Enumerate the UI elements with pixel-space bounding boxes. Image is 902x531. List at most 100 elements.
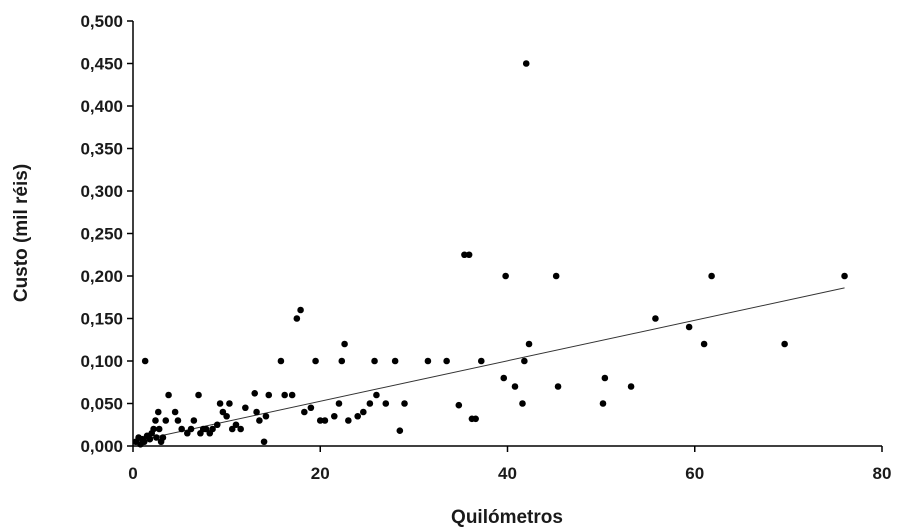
data-point: [190, 417, 198, 424]
data-point: [184, 429, 191, 437]
data-point: [321, 417, 329, 424]
data-point: [152, 417, 159, 424]
data-point: [265, 391, 273, 399]
data-point: [228, 425, 236, 433]
data-point: [226, 400, 233, 407]
data-point: [477, 357, 485, 365]
data-point: [335, 400, 343, 407]
data-point: [345, 417, 352, 424]
data-point: [465, 251, 473, 259]
data-point: [178, 425, 185, 433]
data-point: [301, 408, 308, 416]
y-tick-label: 0,500: [80, 12, 123, 31]
x-tick-label: 40: [498, 464, 517, 483]
data-point: [165, 391, 172, 399]
y-axis-title: Custo (mil réis): [11, 164, 32, 302]
x-tick-label: 80: [873, 464, 892, 483]
data-point: [256, 417, 263, 424]
data-point: [382, 400, 390, 407]
data-point: [841, 272, 848, 280]
y-tick-label: 0,400: [80, 97, 123, 116]
data-point: [237, 425, 244, 433]
data-point: [260, 438, 268, 446]
data-point: [150, 425, 157, 433]
data-point: [396, 427, 404, 435]
data-point: [500, 374, 508, 382]
y-tick-label: 0,450: [80, 55, 123, 74]
data-point: [401, 400, 408, 407]
data-point: [371, 357, 378, 365]
data-point: [154, 408, 162, 416]
data-point: [202, 425, 210, 433]
data-point: [366, 400, 374, 407]
y-tick-label: 0,050: [80, 395, 123, 414]
data-point: [708, 272, 715, 280]
data-point: [338, 357, 346, 365]
x-axis-ticks: 0 20 40 60 80: [128, 446, 891, 483]
data-point: [373, 391, 380, 399]
y-tick-label: 0,350: [80, 140, 123, 159]
data-point: [330, 412, 338, 420]
data-point: [521, 357, 528, 365]
data-point: [219, 408, 227, 416]
data-point: [360, 408, 367, 416]
data-point: [155, 425, 163, 433]
data-point: [216, 400, 224, 407]
y-tick-label: 0,200: [80, 267, 123, 286]
y-tick-label: 0,300: [80, 182, 123, 201]
data-point: [312, 357, 319, 365]
data-point: [307, 404, 315, 412]
y-tick-label: 0,100: [80, 352, 123, 371]
data-point: [262, 412, 270, 420]
y-tick-label: 0,150: [80, 310, 123, 329]
data-point: [599, 400, 607, 407]
data-point: [281, 391, 288, 399]
x-tick-label: 60: [685, 464, 704, 483]
data-point: [554, 383, 562, 390]
data-point: [174, 417, 182, 424]
data-point: [297, 306, 304, 314]
data-point: [140, 438, 148, 446]
x-axis-title: Quilómetros: [451, 507, 563, 528]
y-axis-ticks: 0,000 0,050 0,100 0,150 0,200 0,250 0,300 0,350…: [80, 12, 133, 456]
data-point: [472, 415, 479, 423]
data-point: [424, 357, 432, 365]
data-point: [223, 412, 230, 420]
data-point: [443, 357, 450, 365]
data-point: [461, 251, 468, 259]
data-point: [652, 315, 659, 322]
data-point: [519, 400, 526, 407]
data-point: [277, 357, 285, 365]
data-point: [525, 340, 533, 348]
data-point: [341, 340, 348, 348]
x-tick-label: 20: [311, 464, 330, 483]
y-tick-label: 0,000: [80, 437, 123, 456]
data-point: [316, 417, 324, 424]
data-point: [627, 383, 635, 390]
data-point: [141, 357, 149, 365]
data-point: [162, 417, 170, 424]
data-point: [685, 323, 693, 331]
data-point: [195, 391, 202, 399]
data-point: [552, 272, 560, 280]
data-point: [522, 60, 530, 67]
trend-line: [132, 287, 845, 443]
data-point: [601, 374, 609, 382]
data-point: [251, 390, 259, 397]
x-tick-label: 0: [128, 464, 137, 483]
y-tick-label: 0,250: [80, 225, 123, 244]
data-point: [187, 425, 195, 433]
data-point: [781, 340, 788, 348]
data-point: [502, 272, 509, 280]
data-point: [293, 315, 301, 322]
data-point: [146, 435, 154, 443]
data-point: [455, 401, 463, 409]
data-point: [700, 340, 708, 348]
data-point: [213, 421, 221, 429]
data-point: [354, 412, 362, 420]
data-point: [159, 434, 167, 441]
data-point: [171, 408, 179, 416]
data-point: [288, 391, 296, 399]
data-point: [242, 404, 249, 412]
